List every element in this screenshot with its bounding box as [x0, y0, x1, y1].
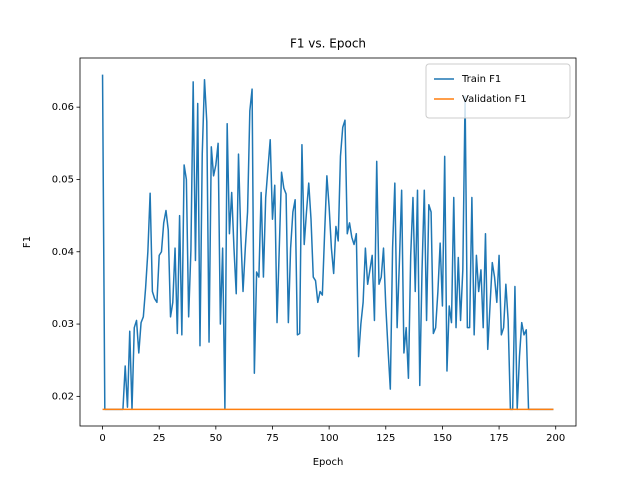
x-tick-label: 25 — [153, 433, 166, 444]
x-axis-label: Epoch — [313, 457, 344, 468]
y-tick-label: 0.05 — [52, 174, 74, 185]
y-tick-label: 0.02 — [52, 391, 74, 402]
x-tick-label: 125 — [376, 433, 395, 444]
x-tick-label: 200 — [546, 433, 565, 444]
data-line — [101, 74, 554, 411]
legend-label: Train F1 — [461, 74, 501, 85]
x-tick-label: 150 — [433, 433, 452, 444]
y-tick-label: 0.06 — [52, 102, 74, 113]
chart-title: F1 vs. Epoch — [290, 37, 366, 51]
y-tick-label: 0.04 — [52, 247, 74, 258]
x-tick-label: 50 — [209, 433, 222, 444]
legend-label: Validation F1 — [462, 94, 527, 105]
legend-box — [425, 63, 571, 119]
x-tick-label: 100 — [320, 433, 339, 444]
x-tick-label: 0 — [99, 433, 105, 444]
x-tick-label: 175 — [490, 433, 509, 444]
y-tick-label: 0.03 — [52, 319, 74, 330]
plot-frame — [79, 57, 577, 427]
y-axis-label: F1 — [22, 236, 33, 248]
x-tick-label: 75 — [266, 433, 279, 444]
